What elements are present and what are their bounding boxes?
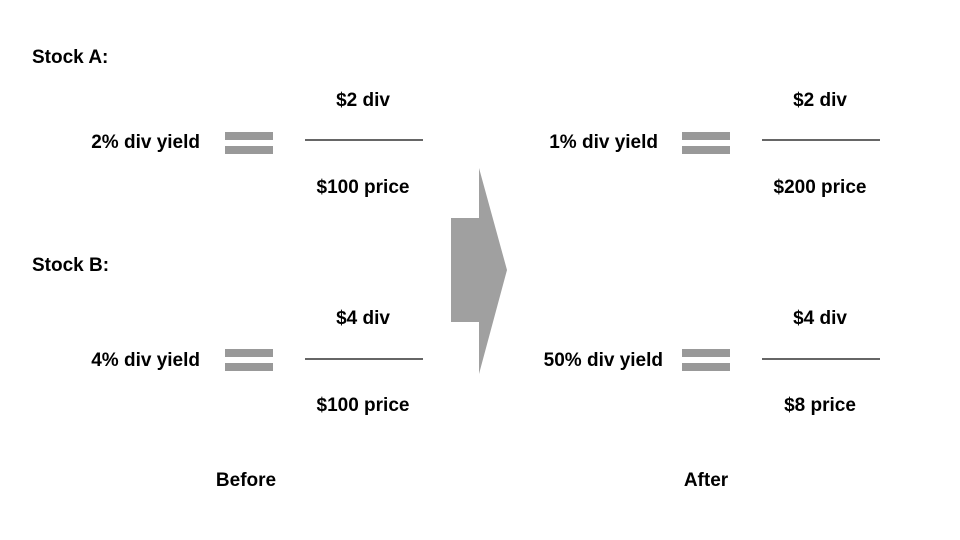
stock-b-after-yield: 50% div yield bbox=[543, 350, 663, 371]
after-caption: After bbox=[683, 470, 729, 491]
fraction-line bbox=[762, 139, 880, 141]
stock-b-label: Stock B: bbox=[32, 255, 110, 276]
stock-b-after-dividend: $4 div bbox=[793, 308, 847, 329]
stock-b-before-dividend: $4 div bbox=[336, 308, 390, 329]
before-caption: Before bbox=[215, 470, 277, 491]
equals-sign bbox=[682, 132, 730, 154]
right-arrow-icon bbox=[451, 168, 507, 374]
fraction-line bbox=[762, 358, 880, 360]
stock-a-label: Stock A: bbox=[32, 47, 109, 68]
stock-a-after-price: $200 price bbox=[773, 177, 867, 198]
stock-b-after-price: $8 price bbox=[784, 395, 856, 416]
stock-a-before-price: $100 price bbox=[316, 177, 410, 198]
equals-sign bbox=[225, 132, 273, 154]
fraction-line bbox=[305, 358, 423, 360]
equals-sign bbox=[225, 349, 273, 371]
equals-sign bbox=[682, 349, 730, 371]
stock-a-before-yield: 2% div yield bbox=[91, 132, 200, 153]
stock-b-before-yield: 4% div yield bbox=[91, 350, 200, 371]
stock-a-after-dividend: $2 div bbox=[793, 90, 847, 111]
stock-a-after-yield: 1% div yield bbox=[549, 132, 658, 153]
fraction-line bbox=[305, 139, 423, 141]
stock-b-before-price: $100 price bbox=[316, 395, 410, 416]
stock-a-before-dividend: $2 div bbox=[336, 90, 390, 111]
